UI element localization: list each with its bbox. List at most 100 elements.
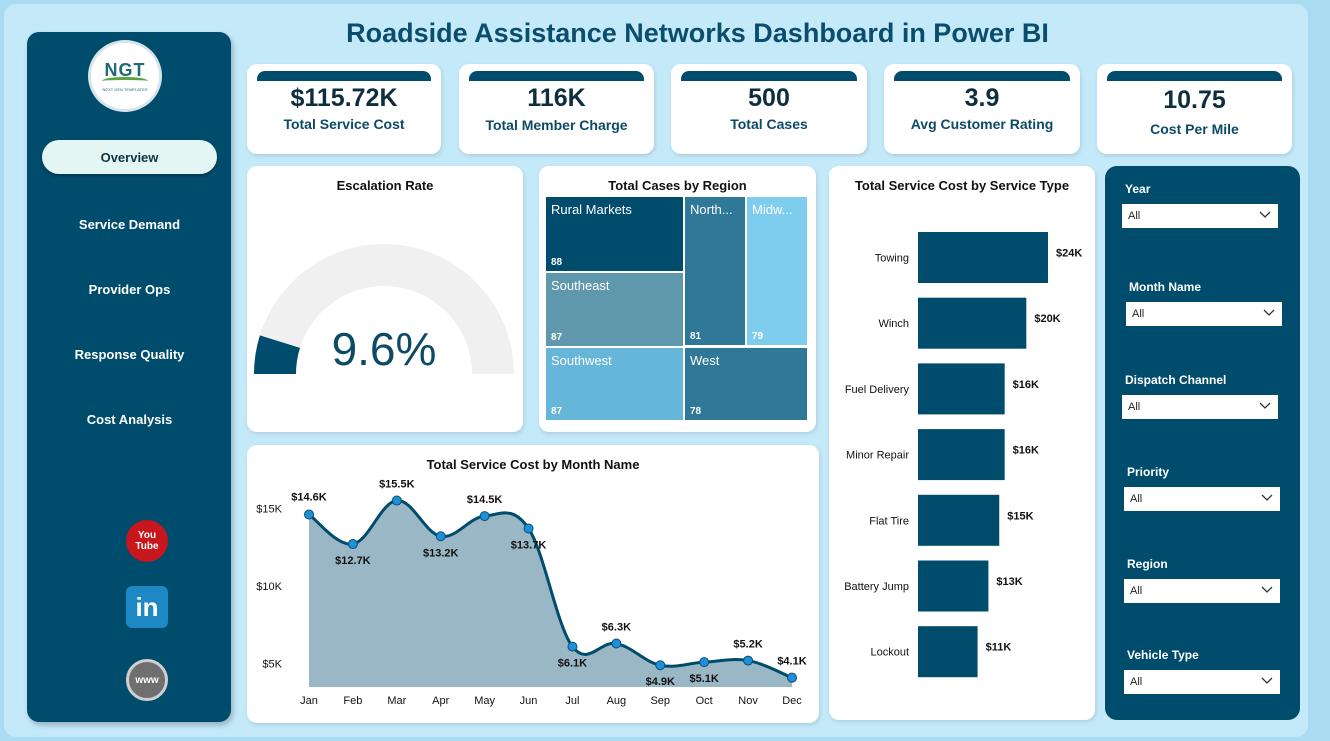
data-point-jun[interactable] [523, 523, 534, 534]
tile-value: 87 [551, 406, 563, 417]
filter-dropdown-priority[interactable]: All [1124, 487, 1280, 511]
x-tick-label: Jul [565, 695, 579, 707]
youtube-icon[interactable]: You Tube [126, 520, 168, 562]
y-tick-label: $10K [256, 581, 282, 593]
data-point-nov[interactable] [743, 655, 754, 666]
tile-name: West [690, 353, 720, 368]
nav-response-quality[interactable]: Response Quality [74, 346, 185, 362]
data-point-jan[interactable] [304, 509, 314, 520]
logo-swoosh [102, 77, 148, 85]
bar-towing[interactable] [918, 232, 1048, 283]
tile-value: 81 [690, 331, 702, 342]
kpi-value: $115.72K [290, 84, 398, 112]
linkedin-icon-text: in [135, 591, 159, 622]
data-point-aug[interactable] [611, 638, 622, 649]
x-tick-label: Sep [650, 695, 670, 707]
logo-text: NGT [104, 60, 146, 80]
data-label: $6.1K [558, 658, 587, 670]
bar-minor-repair[interactable] [918, 429, 1005, 481]
kpi-value: 3.9 [964, 84, 1000, 112]
data-label: $13.2K [423, 547, 459, 559]
treemap-tile-north[interactable]: North... 81 [684, 196, 746, 346]
bar-fuel-delivery[interactable] [918, 363, 1005, 415]
data-label: $12.7K [335, 555, 371, 567]
bar-chart-title: Total Service Cost by Service Type [854, 178, 1070, 193]
data-point-mar[interactable] [391, 495, 402, 506]
kpi-label: Avg Customer Rating [910, 116, 1054, 132]
bar-category-label: Towing [875, 253, 909, 265]
bar-value-label: $20K [1034, 313, 1060, 325]
chevron-down-icon [1261, 494, 1273, 501]
cost-by-month-card: Total Service Cost by Month Name $5K $10K… [247, 445, 819, 723]
data-point-oct[interactable] [699, 657, 710, 668]
x-tick-label: Oct [696, 695, 713, 707]
data-point-jul[interactable] [567, 641, 578, 652]
nav-provider-ops[interactable]: Provider Ops [88, 281, 171, 297]
gauge-value: 9.6% [332, 323, 437, 375]
cost-by-service-type-card: Total Service Cost by Service Type Towin… [829, 166, 1095, 720]
cases-by-region-card: Total Cases by Region Rural Markets 88 N… [539, 166, 816, 432]
tile-value: 79 [752, 331, 764, 342]
nav-service-demand[interactable]: Service Demand [78, 216, 181, 232]
web-icon-text: www [135, 674, 159, 686]
filter-dropdown-year[interactable]: All [1122, 204, 1278, 228]
chevron-down-icon [1263, 309, 1275, 316]
data-label: $5.2K [733, 639, 762, 651]
nav-cost-analysis[interactable]: Cost Analysis [86, 411, 173, 427]
data-label: $14.5K [467, 494, 503, 506]
filter-value: All [1128, 210, 1141, 222]
tile-value: 78 [690, 406, 702, 417]
gauge-fill [254, 335, 300, 374]
web-globe-icon[interactable]: www [126, 659, 168, 701]
data-label: $15.5K [379, 479, 415, 491]
page-title: Roadside Assistance Networks Dashboard i… [346, 18, 1049, 48]
treemap-tile-midwest[interactable]: Midw... 79 [746, 196, 808, 346]
youtube-icon-text: You Tube [135, 530, 159, 552]
gauge-svg: 9.6% [254, 244, 514, 375]
x-tick-label: Mar [387, 695, 406, 707]
area-chart-title: Total Service Cost by Month Name [426, 457, 640, 472]
tile-value: 88 [551, 257, 563, 268]
data-point-may[interactable] [479, 511, 490, 522]
filter-label-region: Region [1127, 557, 1168, 571]
treemap-tile-rural-markets[interactable]: Rural Markets 88 [545, 196, 684, 272]
bar-battery-jump[interactable] [918, 560, 989, 612]
kpi-accent-bar [681, 71, 857, 81]
filter-label-month-name: Month Name [1129, 280, 1201, 294]
bar-value-label: $24K [1056, 248, 1082, 260]
kpi-value: 500 [748, 84, 790, 112]
data-point-apr[interactable] [435, 531, 446, 542]
treemap-tile-southwest[interactable]: Southwest 87 [545, 347, 684, 421]
data-point-dec[interactable] [787, 672, 797, 683]
kpi-accent-bar [469, 71, 644, 81]
bar-flat-tire[interactable] [918, 494, 1000, 546]
data-label: $14.6K [291, 492, 327, 504]
y-tick-label: $5K [262, 659, 282, 671]
chevron-down-icon [1261, 677, 1273, 684]
treemap-tile-southeast[interactable]: Southeast 87 [545, 272, 684, 347]
filter-dropdown-dispatch-channel[interactable]: All [1122, 395, 1278, 419]
filter-dropdown-vehicle-type[interactable]: All [1124, 670, 1280, 694]
filter-dropdown-month-name[interactable]: All [1126, 302, 1282, 326]
filter-value: All [1130, 676, 1143, 688]
linkedin-icon[interactable]: in [126, 586, 168, 628]
tile-name: Midw... [752, 202, 793, 217]
bar-winch[interactable] [918, 297, 1027, 349]
bar-value-label: $15K [1007, 510, 1033, 522]
data-point-feb[interactable] [347, 539, 358, 550]
filter-label-priority: Priority [1127, 465, 1170, 479]
chevron-down-icon [1261, 586, 1273, 593]
tile-name: North... [690, 202, 733, 217]
filter-label-year: Year [1125, 182, 1151, 196]
nav-overview[interactable]: Overview [42, 140, 217, 174]
gauge-title: Escalation Rate [336, 178, 434, 193]
bar-lockout[interactable] [918, 626, 978, 678]
data-point-sep[interactable] [655, 660, 666, 671]
tile-name: Rural Markets [551, 202, 632, 217]
filter-dropdown-region[interactable]: All [1124, 579, 1280, 603]
kpi-accent-bar [894, 71, 1070, 81]
tile-name: Southwest [551, 353, 612, 368]
kpi-label: Total Cases [730, 116, 808, 132]
logo-subtitle: NEXT GEN TEMPLATES [102, 87, 148, 92]
treemap-tile-west[interactable]: West 78 [684, 347, 808, 421]
